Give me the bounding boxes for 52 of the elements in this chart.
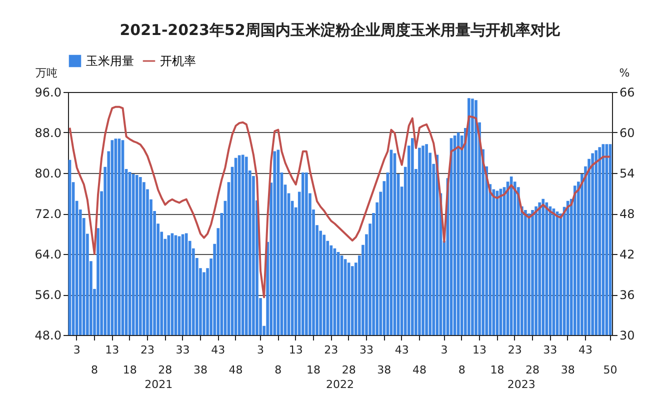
x-tick-label: 23 — [140, 344, 154, 356]
x-tick-label: 33 — [359, 344, 374, 356]
x-tick-label: 23 — [324, 344, 338, 356]
x-tick-label: 33 — [176, 344, 190, 356]
x-tick-label: 8 — [90, 364, 98, 376]
x-tick-label: 38 — [377, 364, 392, 376]
x-tick-label: 33 — [543, 344, 558, 356]
x-tick-label: 18 — [122, 364, 137, 376]
y2-tick-label: 30 — [620, 328, 635, 342]
x-tick-label: 13 — [472, 344, 487, 356]
x-tick-label: 13 — [105, 344, 120, 356]
x-tick-label: 13 — [288, 344, 303, 356]
legend-label: 开机率 — [160, 54, 196, 68]
text: 2021 — [144, 378, 173, 391]
x-tick-label: 43 — [394, 344, 409, 356]
y-tick-label: 64.0 — [34, 248, 62, 262]
y-tick-label: 80.0 — [34, 166, 62, 180]
x-tick-label: 43 — [211, 344, 226, 356]
x-tick-label: 28 — [342, 364, 356, 376]
y2-tick-label: 66 — [620, 86, 635, 100]
x-tick-label: 8 — [458, 364, 466, 376]
y2-tick-label: 54 — [620, 166, 635, 180]
x-tick-label: 50 — [603, 364, 618, 376]
x-tick-label: 8 — [274, 364, 282, 376]
text: 2022 — [326, 378, 354, 391]
x-tick-label: 23 — [508, 344, 522, 356]
x-tick-label: 28 — [158, 364, 172, 376]
x-tick-label: 3 — [73, 344, 80, 356]
x-tick-label: 28 — [526, 364, 540, 376]
y-tick-label: 72.0 — [34, 207, 62, 221]
x-tick-label: 3 — [257, 344, 264, 356]
x-tick-label: 48 — [412, 364, 426, 376]
y-tick-label: 88.0 — [34, 126, 62, 140]
y-tick-label: 48.0 — [34, 328, 62, 342]
y2-tick-label: 48 — [620, 207, 635, 221]
y2-axis-title: % — [619, 66, 630, 80]
legend-label: 玉米用量 — [86, 54, 134, 68]
x-tick-label: 18 — [306, 364, 321, 376]
y-tick-label: 96.0 — [34, 86, 62, 100]
y2-tick-label: 42 — [620, 248, 635, 262]
x-tick-label: 38 — [193, 364, 208, 376]
y-axis-title: 万吨 — [36, 66, 58, 80]
text: 2023 — [507, 378, 536, 391]
x-tick-label: 18 — [490, 364, 504, 376]
chart-title: 2021-2023年52周国内玉米淀粉企业周度玉米用量与开机率对比 — [120, 21, 560, 39]
y2-tick-label: 36 — [620, 288, 635, 302]
y-tick-label: 56.0 — [34, 288, 62, 302]
x-tick-label: 48 — [228, 364, 243, 376]
y2-tick-label: 60 — [620, 126, 635, 140]
x-tick-label: 38 — [560, 364, 575, 376]
x-tick-label: 43 — [578, 344, 593, 356]
x-tick-label: 3 — [440, 344, 448, 356]
